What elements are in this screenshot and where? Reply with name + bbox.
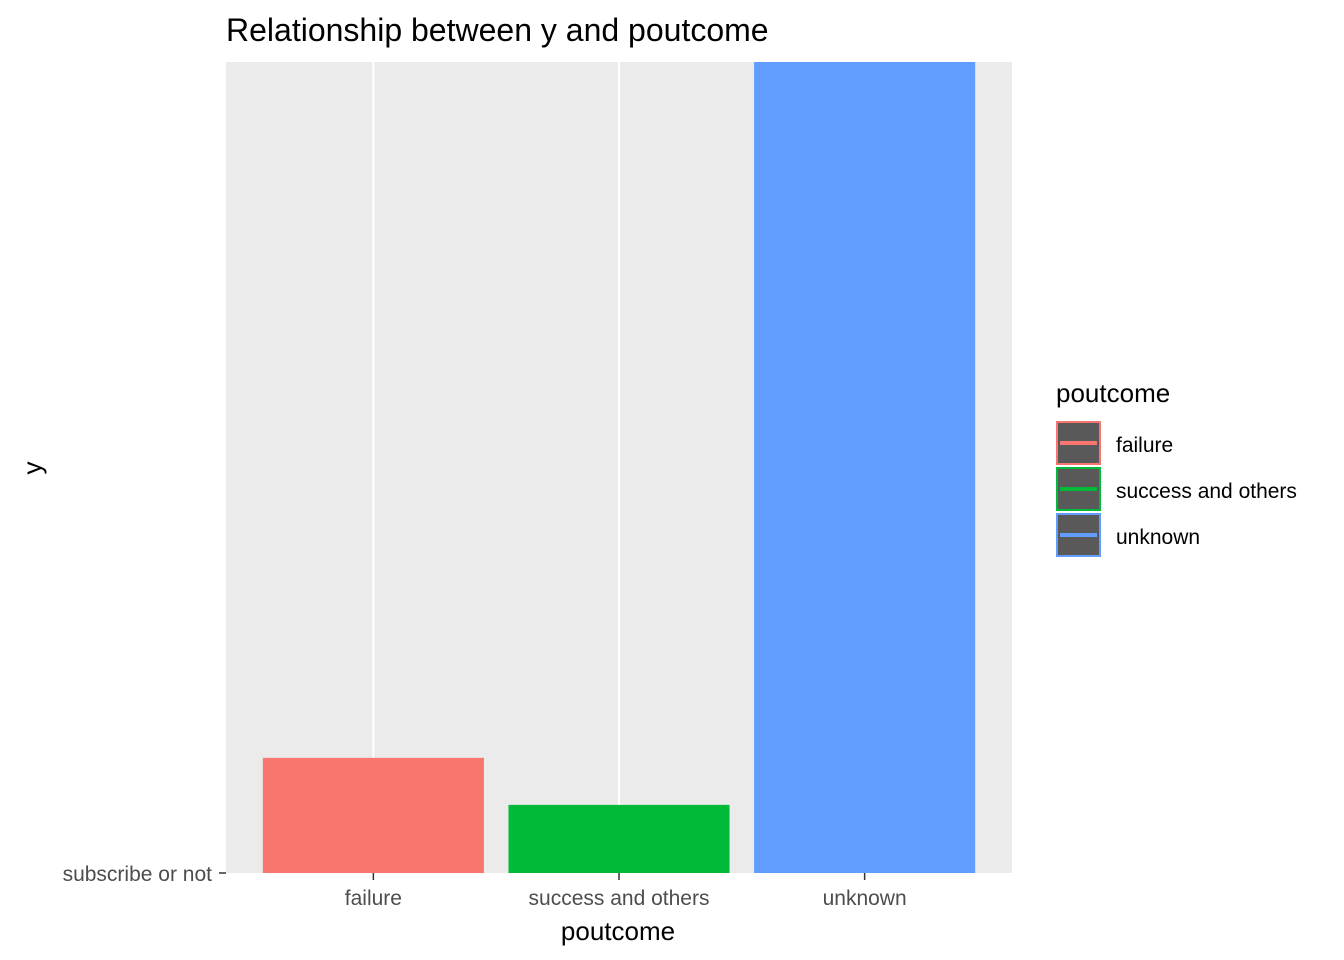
legend-item: success and others <box>1056 467 1297 511</box>
x-axis: failure success and others unknown <box>345 873 907 910</box>
x-axis-title: poutcome <box>561 916 675 946</box>
legend-title: poutcome <box>1056 378 1170 408</box>
legend-label: failure <box>1116 434 1173 457</box>
legend-items: failure success and others unknown <box>1056 421 1297 557</box>
legend-label: success and others <box>1116 480 1297 503</box>
bar-unknown <box>754 62 976 873</box>
legend-label: unknown <box>1116 526 1200 549</box>
x-tick-label: failure <box>345 887 402 910</box>
legend-item: unknown <box>1056 513 1200 557</box>
y-tick-label: subscribe or not <box>63 863 213 886</box>
y-axis: subscribe or not <box>63 863 226 886</box>
chart-title: Relationship between y and poutcome <box>226 12 769 48</box>
bar-success-and-others <box>508 804 730 873</box>
bars <box>262 62 976 873</box>
x-tick-label: success and others <box>529 887 710 910</box>
bar-failure <box>262 757 484 873</box>
y-axis-title: y <box>17 462 47 475</box>
legend: poutcome failure success and others unknow… <box>1056 378 1297 557</box>
legend-item: failure <box>1056 421 1173 465</box>
x-tick-label: unknown <box>823 887 907 910</box>
